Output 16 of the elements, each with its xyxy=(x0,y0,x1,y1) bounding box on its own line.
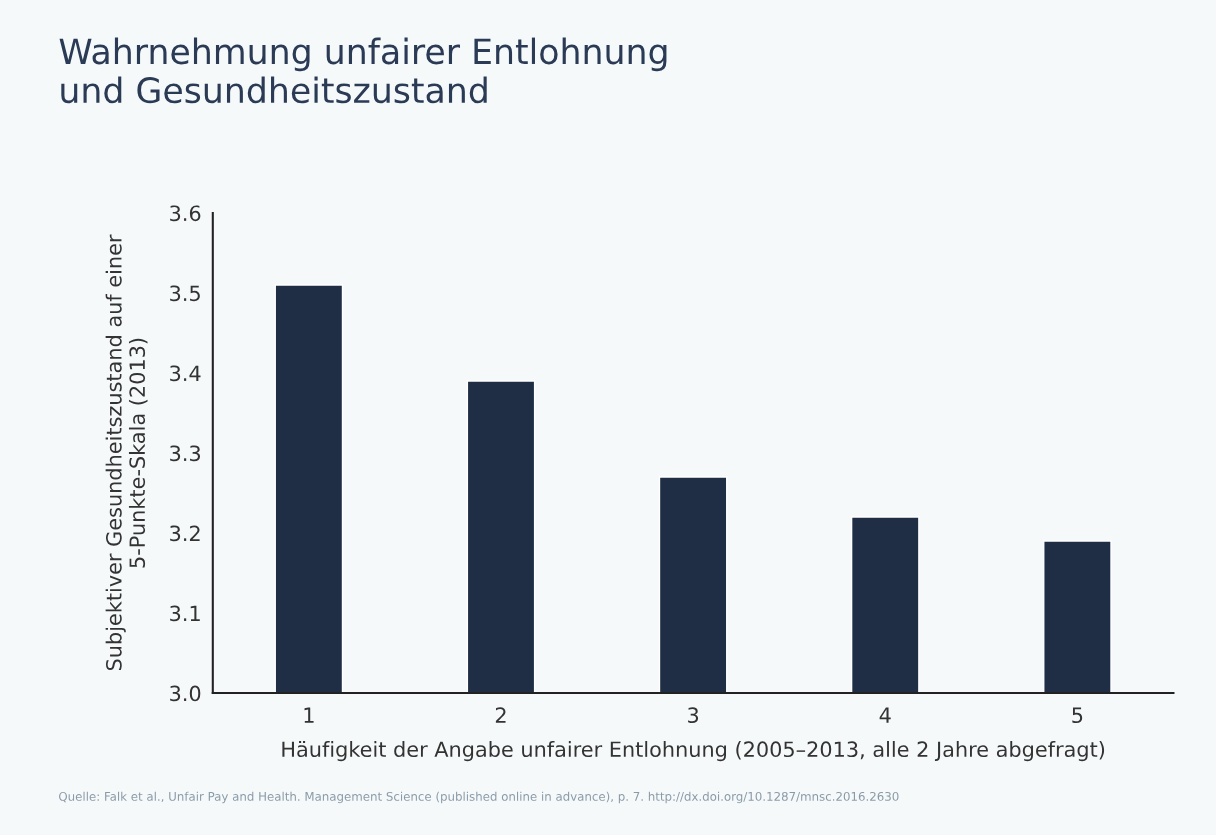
x-tick-label: 1 xyxy=(304,707,314,723)
chart-title: Wahrnehmung unfairer Entlohnung und Gesundheitszustand xyxy=(59,37,667,104)
x-tick-label: 4 xyxy=(879,707,891,723)
x-tick-label: 2 xyxy=(495,707,506,723)
x-axis-title: Häufigkeit der Angabe unfairer Entlohnung (2005–2013, alle 2 Jahre abgefragt) xyxy=(282,740,1105,762)
x-tick-label: 3 xyxy=(688,707,699,724)
x-tick-label: 5 xyxy=(1072,707,1083,724)
y-tick-label: 3.6 xyxy=(170,205,201,222)
y-axis-title: Subjektiver Gesundheitszustand auf einer 5-Punkte-Skala (2013) xyxy=(105,234,148,671)
y-tick-label: 3.2 xyxy=(170,525,200,542)
y-tick-label: 3.3 xyxy=(170,445,201,462)
source-note: Quelle: Falk et al., Unfair Pay and Health. Management Science (published online in advance), p. 7. http://dx.doi.org/10.1287/mnsc.2016.2630 xyxy=(59,791,899,804)
y-tick-label: 3.0 xyxy=(170,685,201,702)
y-tick-label: 3.4 xyxy=(170,365,201,382)
y-tick-label: 3.1 xyxy=(170,605,200,622)
y-tick-label: 3.5 xyxy=(170,285,200,302)
